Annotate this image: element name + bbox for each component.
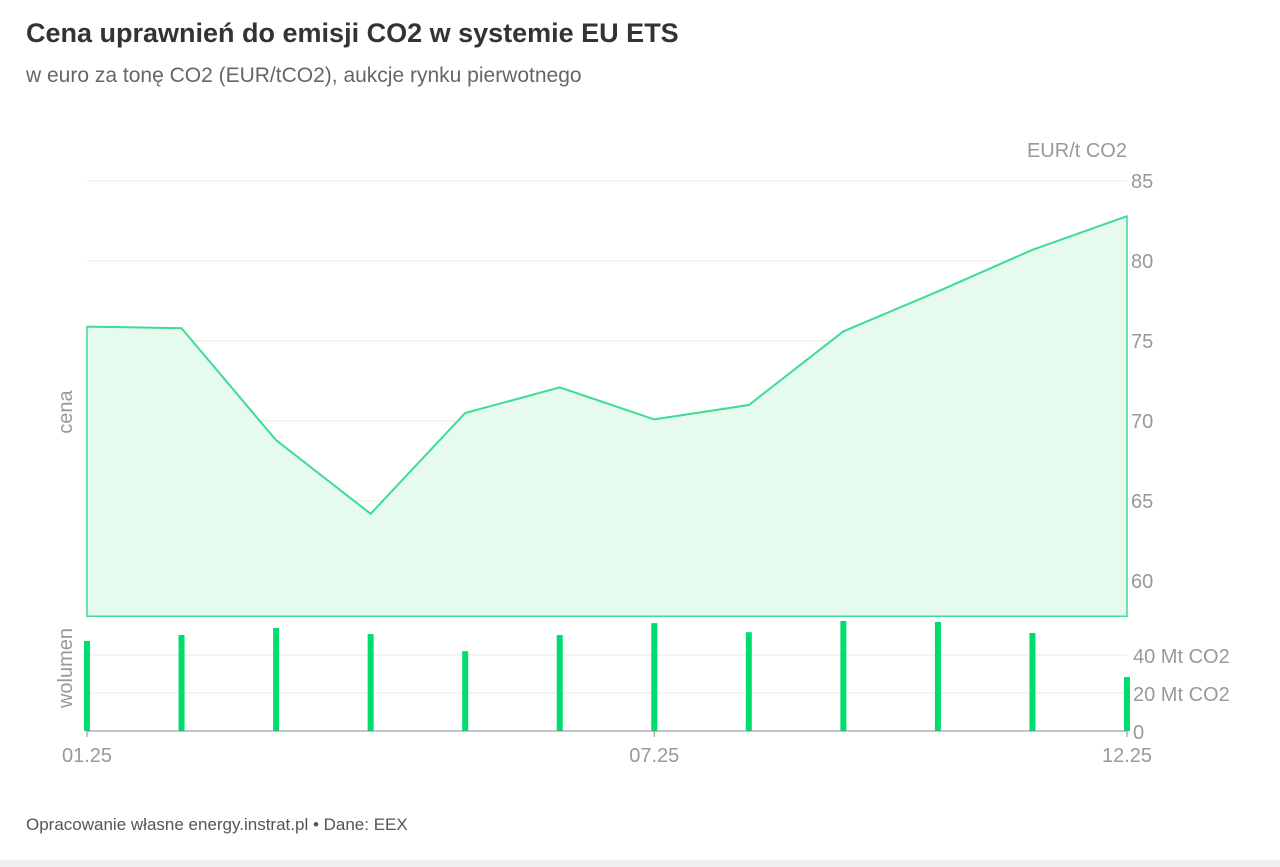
volume-bar — [1124, 677, 1130, 731]
volume-bar — [273, 628, 280, 731]
chart-subtitle: w euro za tonę CO2 (EUR/tCO2), aukcje ry… — [26, 64, 582, 87]
price-line — [86, 215, 1128, 516]
price-tick-label: 70 — [1131, 411, 1153, 433]
price-tick-label: 75 — [1131, 331, 1153, 353]
price-axis-label: cena — [55, 389, 77, 433]
volume-tick-label: 20 Mt CO2 — [1133, 684, 1230, 706]
volume-bar — [934, 621, 941, 731]
volume-bar — [462, 651, 469, 731]
x-tick-label: 07.25 — [629, 745, 679, 767]
price-tick-label: 60 — [1131, 571, 1153, 593]
volume-bar — [745, 632, 752, 731]
volume-bar — [651, 623, 658, 731]
volume-bar — [84, 640, 90, 731]
volume-bar — [556, 635, 563, 731]
volume-bar — [840, 620, 847, 731]
volume-bar — [367, 634, 374, 731]
price-tick-label: 65 — [1131, 491, 1153, 513]
price-tick-label: 80 — [1131, 251, 1153, 273]
source-note: Opracowanie własne energy.instrat.pl • D… — [26, 815, 408, 834]
volume-tick-label: 0 — [1133, 722, 1144, 744]
volume-tick-label: 40 Mt CO2 — [1133, 646, 1230, 668]
x-tick-label: 01.25 — [62, 745, 112, 767]
volume-bar — [178, 635, 185, 731]
volume-axis-label: wolumen — [55, 628, 77, 709]
price-unit-label: EUR/t CO2 — [1027, 140, 1127, 162]
price-tick-label: 85 — [1131, 171, 1153, 193]
x-tick-label: 12.25 — [1102, 745, 1152, 767]
chart-title: Cena uprawnień do emisji CO2 w systemie … — [26, 18, 679, 48]
chart: 60 65 70 75 80 85 0 20 Mt CO2 40 Mt CO2 01.25 07… — [55, 140, 1230, 767]
volume-bar — [1029, 632, 1036, 731]
bottom-divider — [0, 860, 1280, 867]
